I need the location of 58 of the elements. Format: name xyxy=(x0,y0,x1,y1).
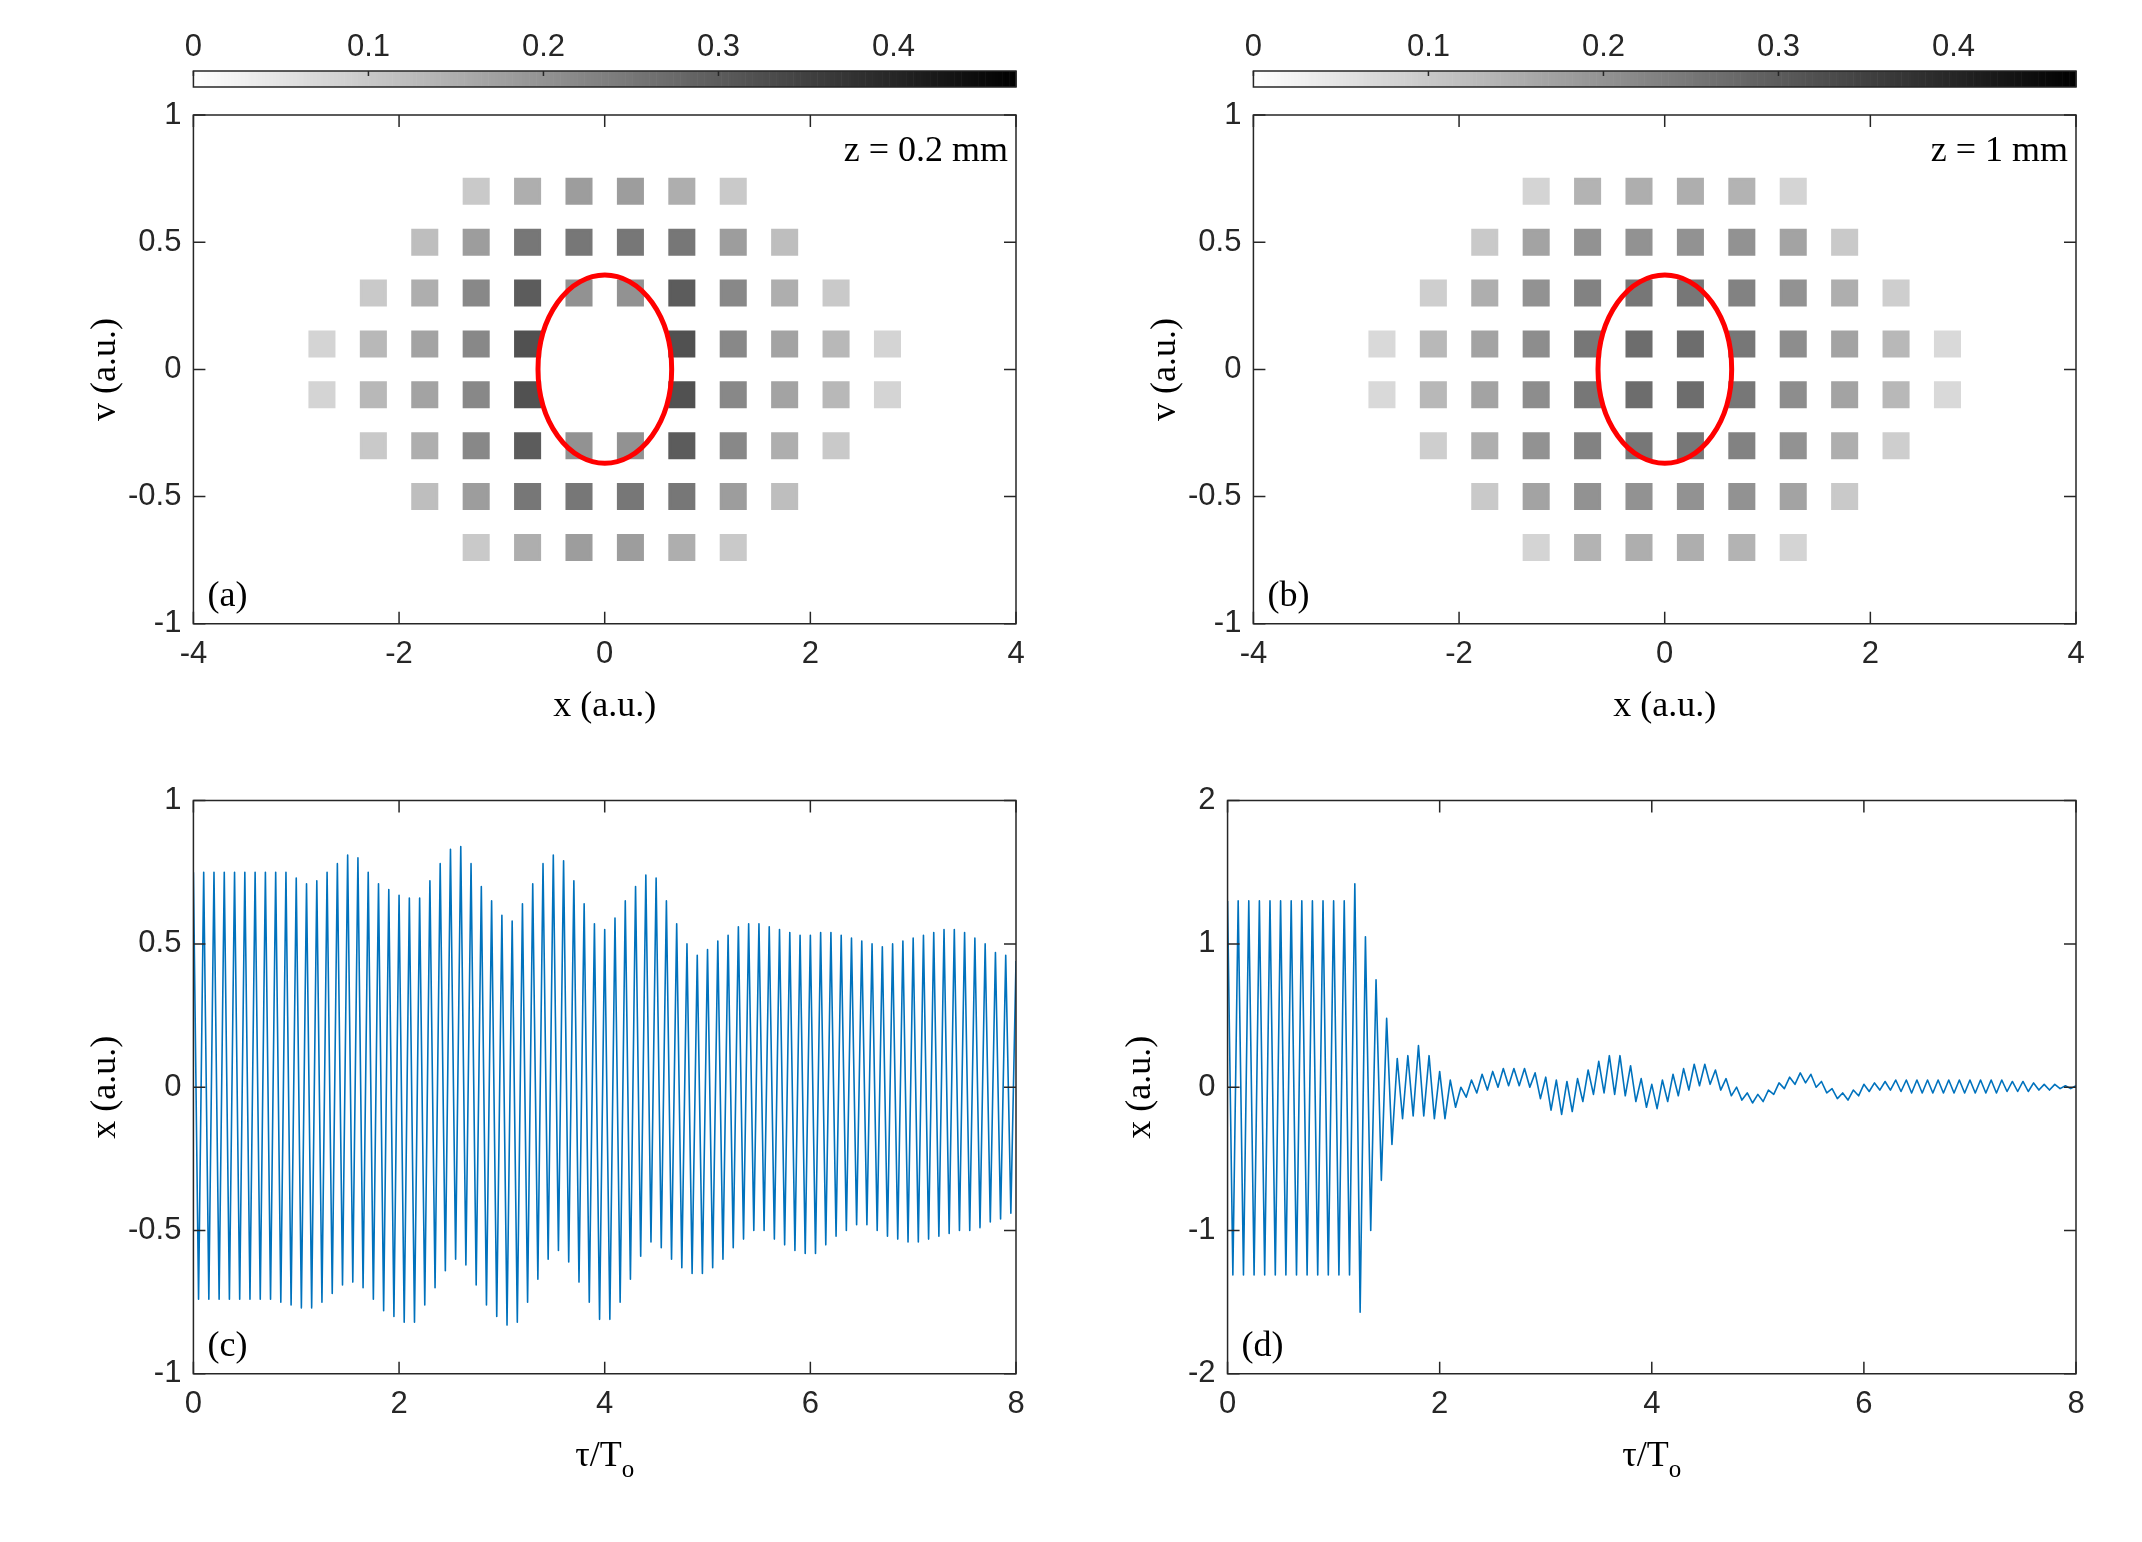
color-bar-label: 0.3 xyxy=(696,28,741,64)
x-tick-label: 2 xyxy=(390,1384,408,1420)
x-axis-title: x (a.u.) xyxy=(553,683,657,724)
x-tick-label: -4 xyxy=(179,634,208,670)
y-tick-label: 1 xyxy=(1224,95,1242,131)
y-tick-label: -1 xyxy=(153,1354,182,1390)
y-tick-label: -0.5 xyxy=(128,477,182,513)
x-tick-label: -2 xyxy=(1445,634,1473,670)
annotation: (c) xyxy=(207,1323,248,1364)
color-bar-label: 0.1 xyxy=(1406,28,1450,64)
x-tick-label: 6 xyxy=(801,1384,819,1420)
x-tick-label: 8 xyxy=(2067,1384,2085,1420)
y-tick-label: -1 xyxy=(1187,1211,1216,1247)
y-tick-label: -1 xyxy=(1213,604,1242,640)
annotation: z = 1 mm xyxy=(1930,129,2069,169)
x-tick-label: 4 xyxy=(596,1384,614,1420)
color-bar-label: 0.2 xyxy=(1581,28,1626,64)
color-bar-label: 0.2 xyxy=(521,28,566,64)
color-bar-label: 0.4 xyxy=(871,28,916,64)
y-tick-label: 1 xyxy=(164,781,182,817)
x-tick-label: 4 xyxy=(2067,634,2085,670)
annotation: (d) xyxy=(1241,1323,1284,1364)
y-axis-title: x (a.u.) xyxy=(1117,1035,1158,1139)
x-tick-label: 2 xyxy=(1431,1384,1449,1420)
x-tick-label: 6 xyxy=(1855,1384,1873,1420)
x-tick-label: 2 xyxy=(1861,634,1879,670)
annotation: z = 0.2 mm xyxy=(843,129,1009,169)
y-axis-title: v (a.u.) xyxy=(83,317,124,421)
x-tick-label: -2 xyxy=(385,634,413,670)
x-tick-label: 8 xyxy=(1007,1384,1025,1420)
x-tick-label: 4 xyxy=(1007,634,1025,670)
y-tick-label: 0 xyxy=(164,1067,182,1103)
annotation: (a) xyxy=(207,573,248,614)
y-tick-label: -1 xyxy=(153,604,182,640)
y-tick-label: -0.5 xyxy=(1188,477,1242,513)
color-bar-label: 0.4 xyxy=(1931,28,1976,64)
y-tick-label: 1 xyxy=(1198,924,1216,960)
y-tick-label: 0 xyxy=(164,349,182,385)
x-tick-label: 4 xyxy=(1643,1384,1661,1420)
y-tick-label: 1 xyxy=(164,95,182,131)
color-bar-label: 0.3 xyxy=(1756,28,1801,64)
y-tick-label: 0.5 xyxy=(1198,222,1242,258)
color-bar-label: 0.1 xyxy=(346,28,390,64)
y-tick-label: 0 xyxy=(1224,349,1242,385)
x-tick-label: 2 xyxy=(801,634,819,670)
y-tick-label: 0.5 xyxy=(138,924,182,960)
y-tick-label: -0.5 xyxy=(128,1211,182,1247)
y-axis-title: v (a.u.) xyxy=(1143,317,1184,421)
y-tick-label: -2 xyxy=(1187,1354,1216,1390)
y-tick-label: 0.5 xyxy=(138,222,182,258)
annotation: (b) xyxy=(1267,573,1310,614)
x-tick-label: 0 xyxy=(596,634,614,670)
x-tick-label: 0 xyxy=(1656,634,1674,670)
x-tick-label: -4 xyxy=(1239,634,1268,670)
y-tick-label: 2 xyxy=(1198,781,1216,817)
x-axis-title: x (a.u.) xyxy=(1613,683,1717,724)
y-tick-label: 0 xyxy=(1198,1067,1216,1103)
y-axis-title: x (a.u.) xyxy=(83,1035,124,1139)
